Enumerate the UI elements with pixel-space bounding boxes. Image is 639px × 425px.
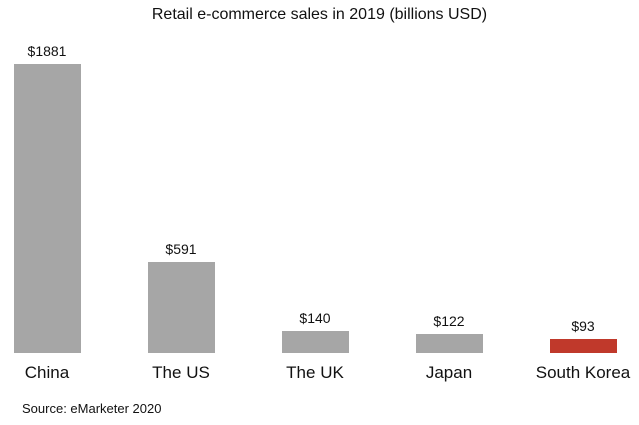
category-label: Japan bbox=[425, 363, 473, 382]
value-label: $1881 bbox=[27, 43, 67, 59]
bar bbox=[148, 262, 215, 353]
bar bbox=[282, 331, 349, 353]
bar bbox=[550, 339, 617, 353]
bar bbox=[14, 64, 81, 353]
source-note: Source: eMarketer 2020 bbox=[22, 401, 162, 416]
category-label: The UK bbox=[286, 363, 344, 382]
category-label: China bbox=[24, 363, 70, 382]
value-label: $591 bbox=[165, 241, 197, 257]
bar bbox=[416, 334, 483, 353]
value-label: $140 bbox=[299, 310, 331, 326]
chart-title: Retail e-commerce sales in 2019 (billion… bbox=[151, 6, 488, 23]
value-label: $122 bbox=[433, 313, 465, 329]
category-label: The US bbox=[152, 363, 210, 382]
value-label: $93 bbox=[571, 318, 595, 334]
category-label: South Korea bbox=[535, 363, 631, 382]
